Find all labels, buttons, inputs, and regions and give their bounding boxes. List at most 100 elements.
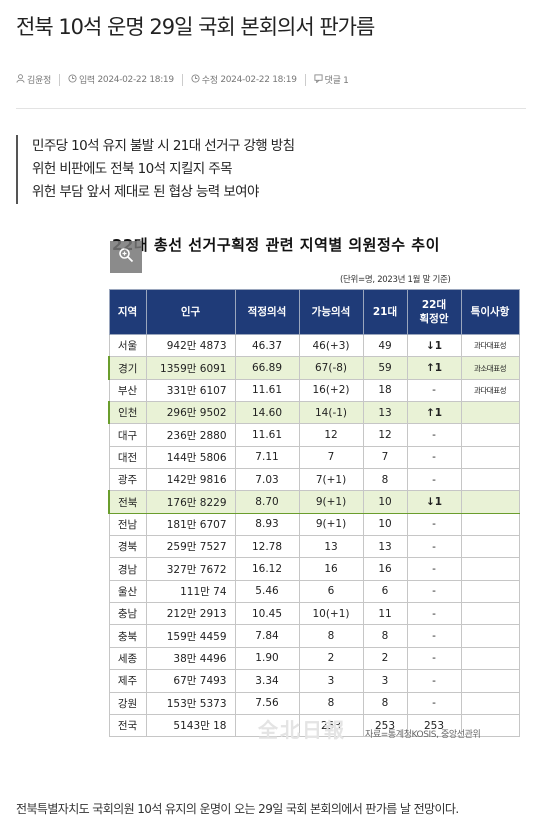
table-cell-note (460, 401, 520, 425)
table-cell-proper: 12.78 (234, 535, 300, 559)
table-row: 인천 296만 9502 14.60 14(-1) 13 ↑1 (108, 401, 520, 425)
table-cell-region: 광주 (108, 468, 147, 492)
table-cell-pop: 111만 74 (145, 579, 236, 604)
article-title: 전북 10석 운명 29일 국회 본회의서 판가름 (16, 15, 375, 39)
subtitle-line: 위헌 부담 앞서 제대로 된 협상 능력 보여야 (32, 184, 259, 200)
meta-divider (16, 108, 526, 109)
table-row: 울산 111만 74 5.46 6 6- (108, 579, 520, 604)
table-cell-possible: 7(+1) (298, 468, 364, 492)
table-cell-region: 부산 (108, 378, 147, 403)
table-cell-region: 전국 (108, 713, 147, 738)
table-cell-s22: ↓1 (406, 490, 462, 514)
table-row: 경북 259만 7527 12.78 13 13- (108, 535, 520, 559)
table-cell-s22: - (406, 624, 462, 648)
table-cell-proper: 1.90 (234, 646, 300, 671)
table-cell-note: 과다대표성 (460, 333, 520, 358)
table-cell-note (460, 713, 520, 738)
table-row: 광주 142만 9816 7.03 7(+1) 8- (108, 468, 520, 492)
table-cell-pop: 236만 2880 (145, 423, 236, 447)
table-cell-region: 인천 (108, 401, 147, 425)
table-cell-s22: ↑1 (406, 356, 462, 380)
table-cell-possible: 8 (298, 624, 364, 648)
column-header-part: 획정안 (419, 313, 449, 325)
article-meta: 김윤정 입력 2024-02-22 18:19 수정 2024-02-22 18… (16, 73, 349, 86)
table-cell-proper: 16.12 (234, 557, 300, 581)
subtitle-line: 위헌 비판에도 전북 10석 지킬지 주목 (32, 161, 233, 177)
clock-icon (191, 73, 200, 86)
table-row: 전국 5143만 18 253 253 253 (108, 713, 520, 738)
table-cell-proper: 11.61 (234, 423, 300, 447)
table-cell-possible: 16 (298, 557, 364, 581)
table-cell-s22: - (406, 378, 462, 403)
column-header: 가능의석 (298, 289, 364, 335)
table-row: 서울 942만 4873 46.37 46(+3) 49 ↓1 과다대표성 (108, 333, 520, 358)
column-header-22: 22대 획정안 (420, 299, 449, 325)
table-cell-possible: 67(-8) (298, 356, 364, 380)
table-cell-note (460, 445, 520, 470)
subtitle-line: 민주당 10석 유지 불발 시 21대 선거구 강행 방침 (32, 138, 295, 154)
table-cell-proper: 14.60 (234, 401, 300, 425)
table-cell-s21: 18 (362, 378, 408, 403)
table-row: 강원 153만 5373 7.56 8 8- (108, 691, 520, 715)
input-time: 2024-02-22 18:19 (97, 74, 174, 85)
table-cell-possible: 16(+2) (298, 378, 364, 403)
table-cell-s21: 59 (362, 356, 408, 380)
table-cell-s22: - (406, 512, 462, 537)
table-cell-possible: 9(+1) (298, 490, 364, 514)
table-cell-s22: - (406, 646, 462, 671)
table-row: 제주 67만 7493 3.34 3 3- (108, 669, 520, 693)
table-cell-proper: 46.37 (234, 333, 300, 358)
table-cell-region: 세종 (108, 646, 147, 671)
table-cell-region: 충북 (108, 624, 147, 648)
column-header: 22대 획정안 (406, 289, 462, 335)
table-cell-pop: 176만 8229 (145, 490, 236, 514)
table-cell-note (460, 557, 520, 581)
table-cell-possible: 9(+1) (298, 512, 364, 537)
column-header: 특이사항 (460, 289, 520, 335)
table-cell-proper: 7.56 (234, 691, 300, 715)
table-cell-region: 울산 (108, 579, 147, 604)
table-cell-proper: 7.84 (234, 624, 300, 648)
table-cell-s22: - (406, 691, 462, 715)
table-cell-pop: 142만 9816 (145, 468, 236, 492)
table-cell-pop: 153만 5373 (145, 691, 236, 715)
table-cell-region: 경기 (108, 356, 147, 380)
table-cell-pop: 159만 4459 (145, 624, 236, 648)
table-cell-note (460, 646, 520, 671)
input-label: 입력 (78, 76, 95, 86)
table-cell-s21: 12 (362, 423, 408, 447)
table-cell-s22: - (406, 579, 462, 604)
table-cell-possible: 7 (298, 445, 364, 470)
column-header: 지역 (108, 289, 147, 335)
table-cell-note (460, 468, 520, 492)
table-cell-note (460, 669, 520, 693)
table-cell-pop: 67만 7493 (145, 669, 236, 693)
table-cell-pop: 942만 4873 (145, 333, 236, 358)
table-cell-region: 제주 (108, 669, 147, 693)
table-cell-s21: 8 (362, 691, 408, 715)
table-cell-note (460, 423, 520, 447)
table-cell-s21: 49 (362, 333, 408, 358)
table-row: 대구 236만 2880 11.61 12 12- (108, 423, 520, 447)
zoom-button[interactable] (110, 241, 142, 273)
table-cell-pop: 212만 2913 (145, 602, 236, 626)
author-name[interactable]: 김윤정 (27, 76, 51, 86)
comment-icon (314, 73, 323, 86)
table-cell-possible: 12 (298, 423, 364, 447)
table-cell-region: 전북 (108, 490, 147, 514)
table-cell-region: 전남 (108, 512, 147, 537)
table-cell-pop: 144만 5806 (145, 445, 236, 470)
table-row: 부산 331만 6107 11.61 16(+2) 18- 과다대표성 (108, 378, 520, 403)
watermark-logo: 全北日報 (258, 718, 346, 742)
edit-label: 수정 (201, 76, 218, 86)
comments-label: 댓글 (324, 76, 341, 86)
table-cell-s22: - (406, 445, 462, 470)
table-cell-pop: 331만 6107 (145, 378, 236, 403)
seats-table: 지역 인구 적정의석 가능의석 21대 22대 획정안 특이사항 서울 942만 4… (108, 289, 520, 738)
comments-link[interactable]: 댓글 1 (325, 73, 349, 86)
table-cell-region: 대전 (108, 445, 147, 470)
table-cell-region: 경북 (108, 535, 147, 559)
table-cell-note (460, 535, 520, 559)
magnifier-icon (118, 247, 134, 267)
table-cell-pop: 1359만 6091 (145, 356, 236, 380)
